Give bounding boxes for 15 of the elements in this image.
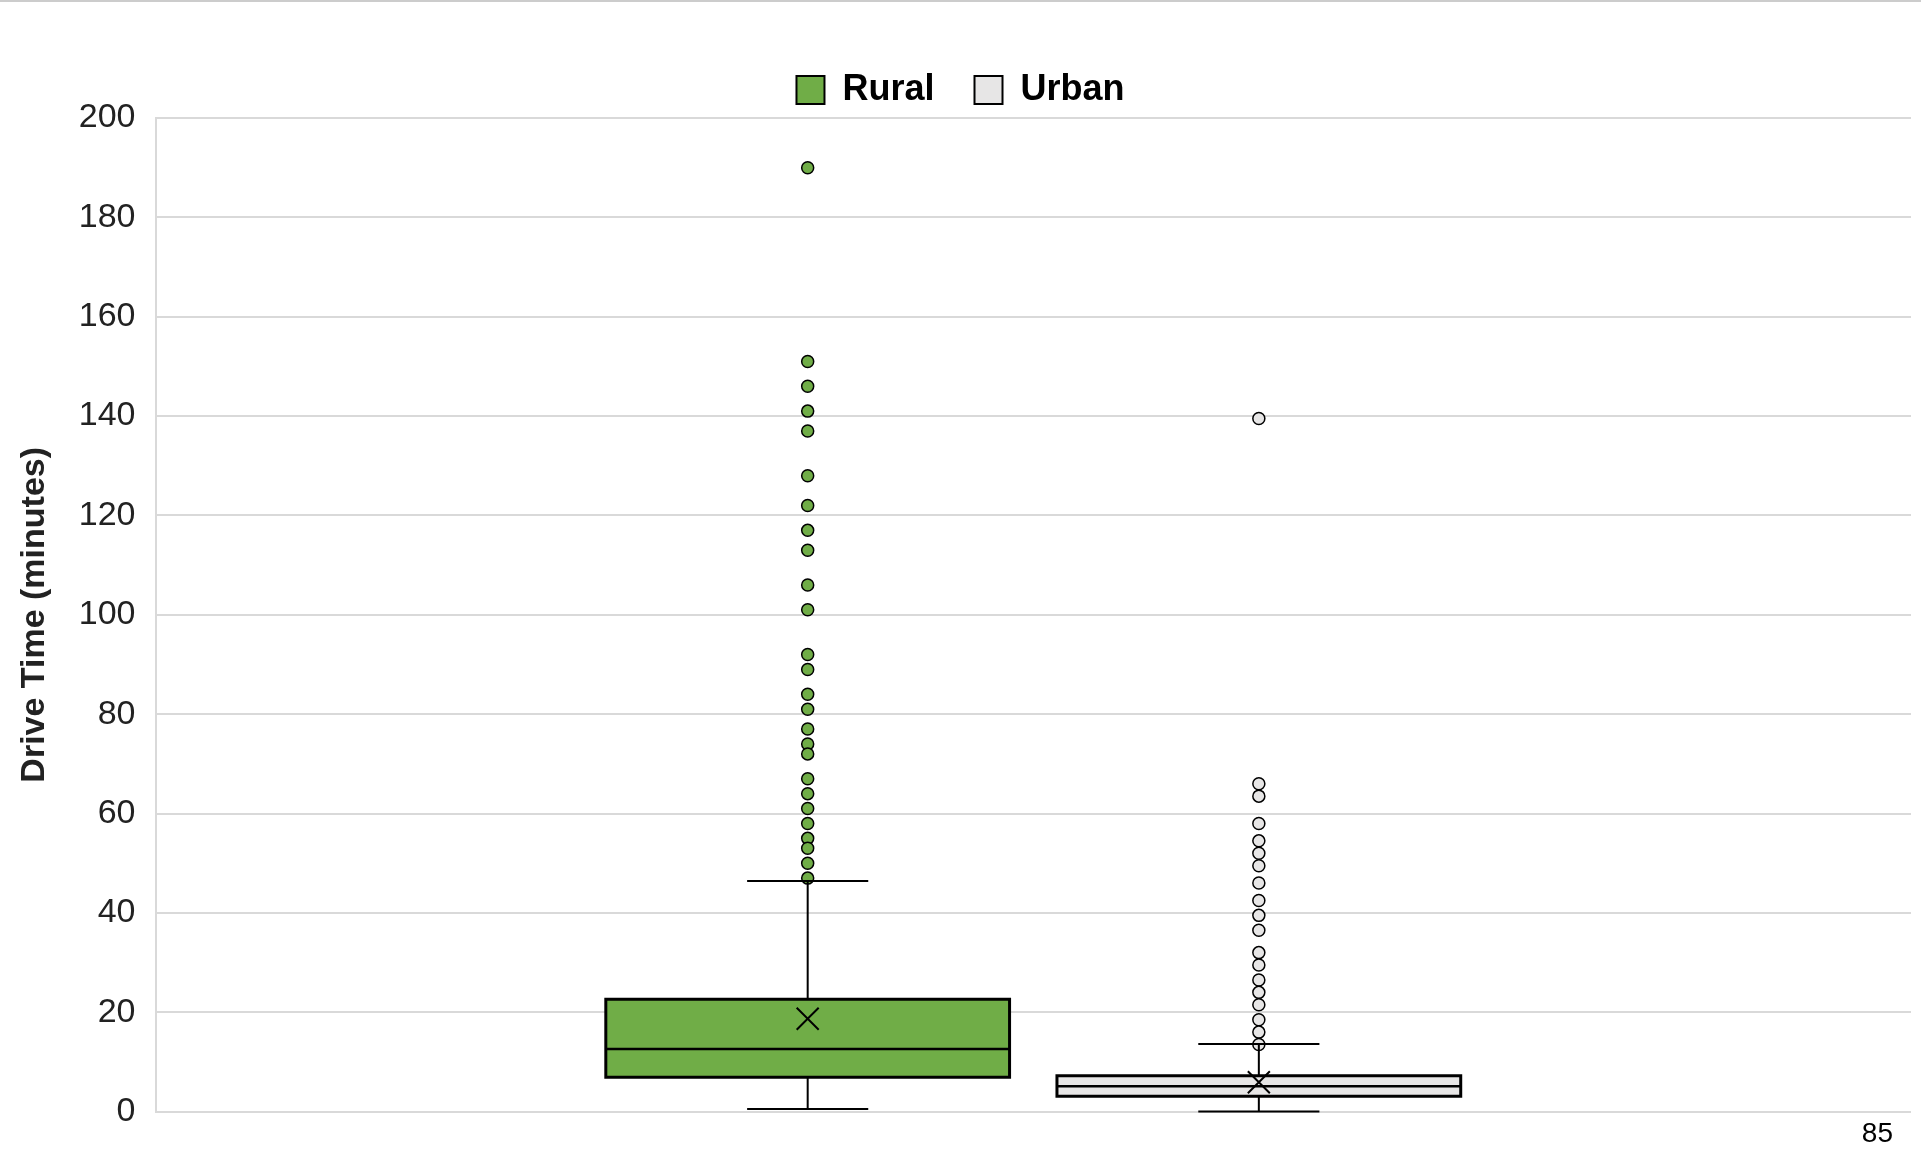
y-tick-label: 0 bbox=[116, 1089, 136, 1128]
y-tick-label: 80 bbox=[97, 692, 136, 731]
legend-label: Rural bbox=[842, 66, 935, 108]
y-tick-label: 60 bbox=[97, 791, 136, 830]
y-tick-label: 20 bbox=[97, 990, 136, 1029]
y-tick-label: 40 bbox=[97, 891, 136, 930]
y-tick-label: 100 bbox=[78, 593, 136, 632]
legend-label: Urban bbox=[1020, 66, 1125, 108]
y-tick-label: 160 bbox=[78, 295, 136, 334]
y-tick-label: 200 bbox=[78, 96, 136, 135]
y-tick-label: 120 bbox=[78, 493, 136, 532]
text: 85 bbox=[1861, 1117, 1893, 1149]
y-tick-label: 140 bbox=[78, 394, 136, 433]
y-axis-title: Drive Time (minutes) bbox=[12, 446, 51, 783]
y-tick-label: 180 bbox=[78, 195, 136, 234]
